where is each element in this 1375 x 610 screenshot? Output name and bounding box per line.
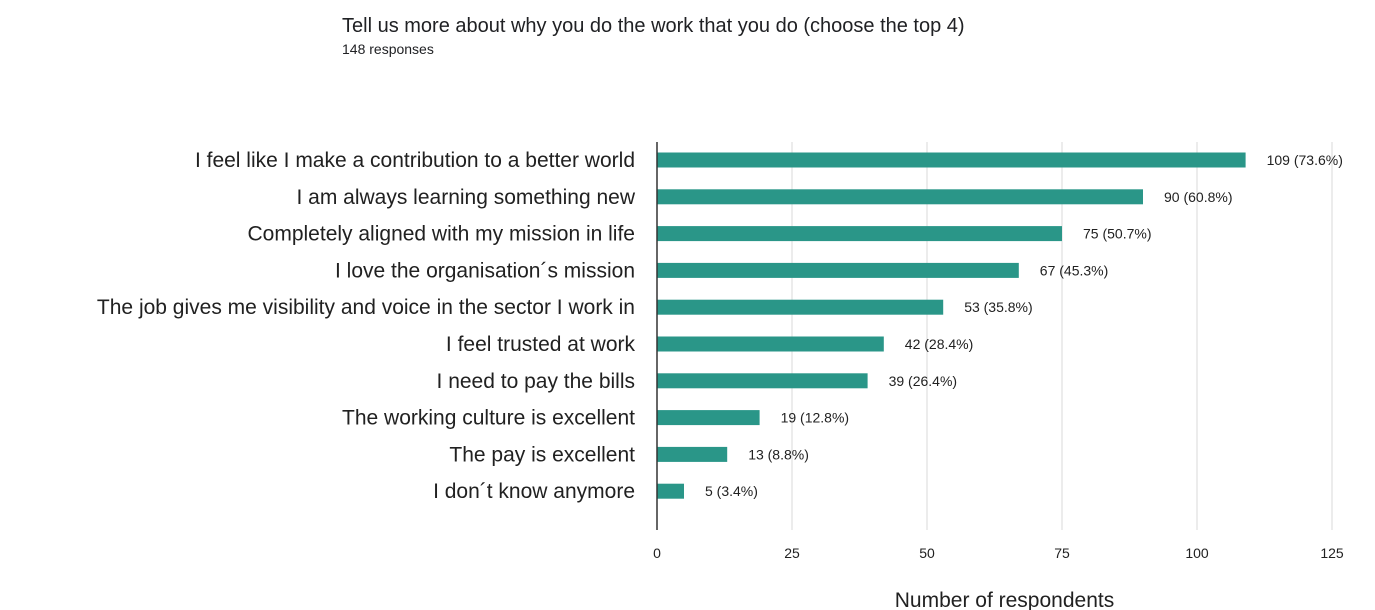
x-tick-label-0: 0 [653, 545, 661, 561]
category-label-9: I don´t know anymore [433, 480, 635, 503]
x-tick-label-125: 125 [1320, 545, 1344, 561]
x-tick-label-100: 100 [1185, 545, 1209, 561]
category-label-6: I need to pay the bills [437, 370, 635, 393]
x-tick-label-25: 25 [784, 545, 800, 561]
data-label-4: 53 (35.8%) [964, 299, 1032, 315]
category-label-7: The working culture is excellent [342, 407, 635, 430]
x-tick-label-75: 75 [1054, 545, 1070, 561]
category-label-3: I love the organisation´s mission [335, 259, 635, 282]
data-label-5: 42 (28.4%) [905, 336, 973, 352]
chart-title: Tell us more about why you do the work t… [342, 15, 965, 37]
bar-7 [657, 410, 760, 426]
x-tick-label-50: 50 [919, 545, 935, 561]
chart-header: Tell us more about why you do the work t… [342, 12, 965, 58]
data-label-3: 67 (45.3%) [1040, 262, 1108, 278]
data-label-1: 90 (60.8%) [1164, 189, 1232, 205]
data-label-8: 13 (8.8%) [748, 446, 809, 462]
data-label-0: 109 (73.6%) [1267, 152, 1343, 168]
bar-1 [657, 189, 1143, 205]
data-label-2: 75 (50.7%) [1083, 226, 1151, 242]
bar-4 [657, 299, 944, 315]
bar-0 [657, 152, 1246, 168]
bar-3 [657, 262, 1019, 278]
category-label-0: I feel like I make a contribution to a b… [195, 149, 635, 172]
category-label-4: The job gives me visibility and voice in… [97, 296, 635, 319]
data-label-9: 5 (3.4%) [705, 483, 758, 499]
bar-2 [657, 226, 1062, 242]
response-count: 148 responses [342, 41, 434, 57]
data-label-7: 19 (12.8%) [781, 410, 849, 426]
data-label-6: 39 (26.4%) [889, 373, 957, 389]
bar-6 [657, 373, 868, 389]
category-label-1: I am always learning something new [296, 186, 635, 209]
x-axis-title: Number of respondents [895, 589, 1114, 610]
bar-5 [657, 336, 884, 352]
bar-8 [657, 446, 728, 462]
category-label-2: Completely aligned with my mission in li… [248, 223, 636, 246]
bar-9 [657, 483, 684, 499]
category-label-5: I feel trusted at work [446, 333, 636, 356]
category-label-8: The pay is excellent [449, 443, 635, 466]
